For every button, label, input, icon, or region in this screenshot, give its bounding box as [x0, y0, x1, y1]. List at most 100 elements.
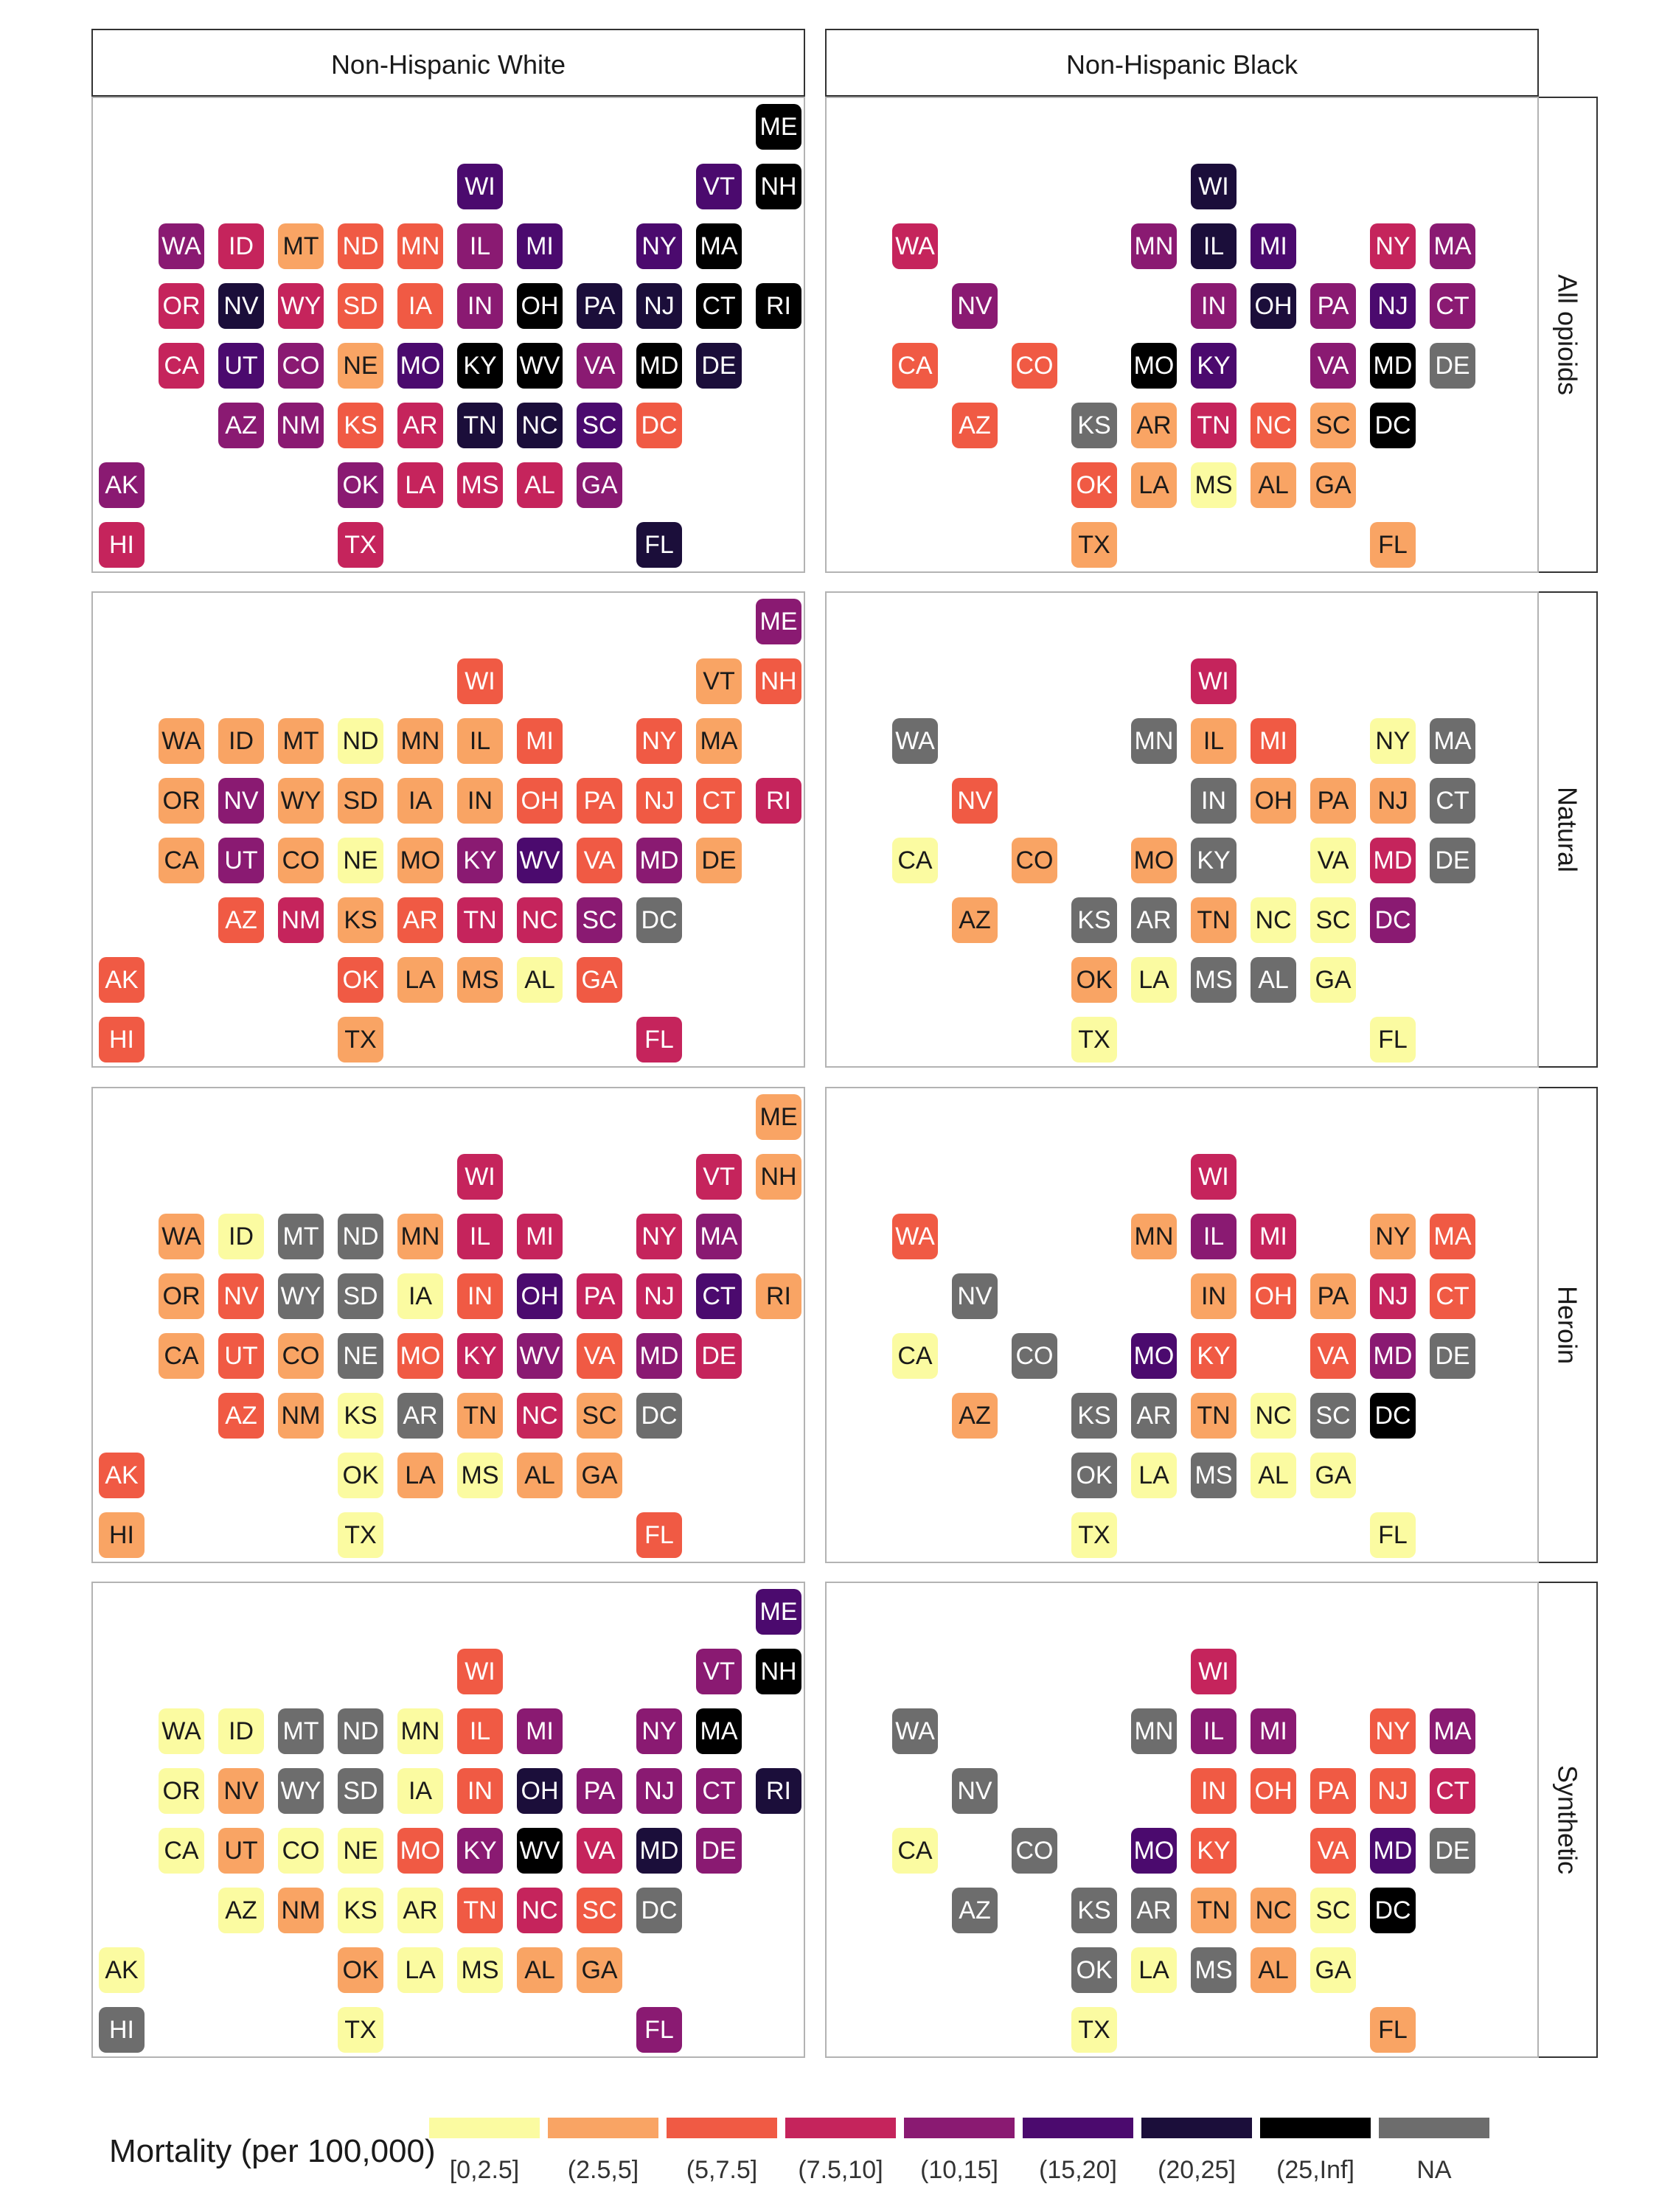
- state-tile-fill: [517, 1828, 563, 1874]
- state-tile-pa: PA: [1310, 1768, 1356, 1814]
- state-tile-vt: VT: [696, 1649, 742, 1694]
- state-label: NC: [1255, 411, 1291, 439]
- state-tile-de: DE: [1430, 343, 1475, 389]
- state-tile-fill: [517, 1708, 563, 1754]
- state-tile-fill: [1071, 897, 1117, 943]
- state-tile-fill: [278, 718, 324, 764]
- state-tile-fill: [218, 1708, 264, 1754]
- state-label: IL: [1203, 1222, 1224, 1251]
- state-label: OK: [1076, 471, 1112, 499]
- state-label: NJ: [1377, 292, 1408, 320]
- state-label: GA: [1315, 1461, 1351, 1489]
- row-strips: All opioids Natural Heroin Synthetic: [1537, 97, 1598, 2058]
- state-tile-fill: [1251, 897, 1296, 943]
- state-tile-fill: [1131, 403, 1177, 448]
- state-tile-fill: [1131, 343, 1177, 389]
- state-label: NY: [1375, 232, 1410, 260]
- state-label: LA: [405, 1956, 436, 1984]
- state-tile-fill: [1370, 1273, 1416, 1319]
- state-tile-ms: MS: [457, 957, 503, 1003]
- state-label: CT: [702, 1777, 735, 1805]
- state-tile-fill: [397, 1768, 443, 1814]
- legend-swatch: [1023, 2118, 1133, 2138]
- state-tile-fl: FL: [1370, 1512, 1416, 1558]
- state-label: MN: [401, 727, 440, 755]
- state-tile-fill: [636, 838, 682, 883]
- state-tile-fill: [218, 403, 264, 448]
- state-tile-fill: [892, 1708, 938, 1754]
- state-tile-va: VA: [1310, 343, 1356, 389]
- state-tile-ms: MS: [1191, 462, 1237, 508]
- state-tile-fill: [892, 838, 938, 883]
- state-tile-in: IN: [1191, 283, 1237, 329]
- state-label: LA: [1138, 1461, 1169, 1489]
- state-label: MD: [640, 1837, 679, 1865]
- state-label: ID: [229, 1717, 254, 1745]
- state-tile-fill: [159, 838, 204, 883]
- state-tile-ga: GA: [577, 957, 622, 1003]
- state-label: OH: [1255, 787, 1293, 815]
- state-tile-ok: OK: [338, 1453, 383, 1498]
- state-tile-ca: CA: [159, 1333, 204, 1379]
- state-tile-fill: [397, 283, 443, 329]
- state-tile-fill: [1251, 1214, 1296, 1259]
- state-label: CO: [1016, 1837, 1054, 1865]
- state-tile-fill: [577, 778, 622, 824]
- state-tile-fill: [577, 1393, 622, 1439]
- state-tile-oh: OH: [1251, 283, 1296, 329]
- state-label: PA: [1318, 787, 1349, 815]
- state-tile-fill: [517, 1333, 563, 1379]
- state-tile-fill: [457, 1947, 503, 1993]
- state-tile-fill: [577, 1273, 622, 1319]
- state-tile-az: AZ: [952, 1888, 998, 1933]
- state-label: TN: [463, 906, 496, 934]
- state-label: SD: [343, 1777, 378, 1805]
- state-tile-oh: OH: [1251, 778, 1296, 824]
- state-label: DC: [641, 1896, 677, 1924]
- state-tile-de: DE: [696, 1333, 742, 1379]
- state-tile-wv: WV: [517, 838, 563, 883]
- state-label: MS: [1195, 966, 1233, 994]
- state-tile-sc: SC: [1310, 403, 1356, 448]
- state-tile-fill: [338, 1333, 383, 1379]
- state-tile-nv: NV: [952, 1768, 998, 1814]
- state-label: NV: [223, 292, 259, 320]
- state-tile-fill: [338, 1273, 383, 1319]
- state-tile-fill: [1251, 1708, 1296, 1754]
- state-tile-fill: [159, 1214, 204, 1259]
- state-tile-fill: [457, 1214, 503, 1259]
- state-tile-ma: MA: [1430, 223, 1475, 269]
- state-label: LA: [1138, 1956, 1169, 1984]
- state-label: UT: [224, 1342, 257, 1370]
- state-label: TN: [463, 1402, 496, 1430]
- state-label: NV: [957, 1777, 992, 1805]
- state-tile-mn: MN: [1131, 1214, 1177, 1259]
- state-tile-in: IN: [457, 1768, 503, 1814]
- panel-natural-non-hispanic-black: WI WA MN IL MI NY MA NV IN OH PA NJ CT CA CO MO KY VA MD DE…: [825, 591, 1539, 1068]
- state-label: MI: [526, 1717, 554, 1745]
- state-tile-fill: [278, 838, 324, 883]
- state-tile-mo: MO: [1131, 838, 1177, 883]
- state-label: MA: [1434, 1222, 1472, 1251]
- state-tile-fill: [696, 1768, 742, 1814]
- state-label: NM: [282, 1402, 321, 1430]
- state-tile-fill: [636, 1214, 682, 1259]
- state-label: GA: [581, 471, 617, 499]
- state-tile-fill: [1191, 1453, 1237, 1498]
- state-label: WA: [895, 727, 935, 755]
- state-tile-fill: [696, 1828, 742, 1874]
- state-label: PA: [584, 1777, 616, 1805]
- state-label: VA: [584, 352, 616, 380]
- state-tile-fill: [1191, 1888, 1237, 1933]
- state-tile-fill: [457, 164, 503, 209]
- state-label: GA: [581, 966, 617, 994]
- state-tile-ak: AK: [99, 462, 145, 508]
- state-label: TX: [1078, 1521, 1110, 1549]
- state-label: AZ: [225, 411, 257, 439]
- state-label: FL: [644, 1026, 674, 1054]
- state-tile-fill: [1191, 1154, 1237, 1200]
- state-tile-tx: TX: [338, 1512, 383, 1558]
- state-label: MD: [1374, 1837, 1413, 1865]
- state-tile-ri: RI: [756, 1768, 801, 1814]
- state-tile-fill: [1251, 283, 1296, 329]
